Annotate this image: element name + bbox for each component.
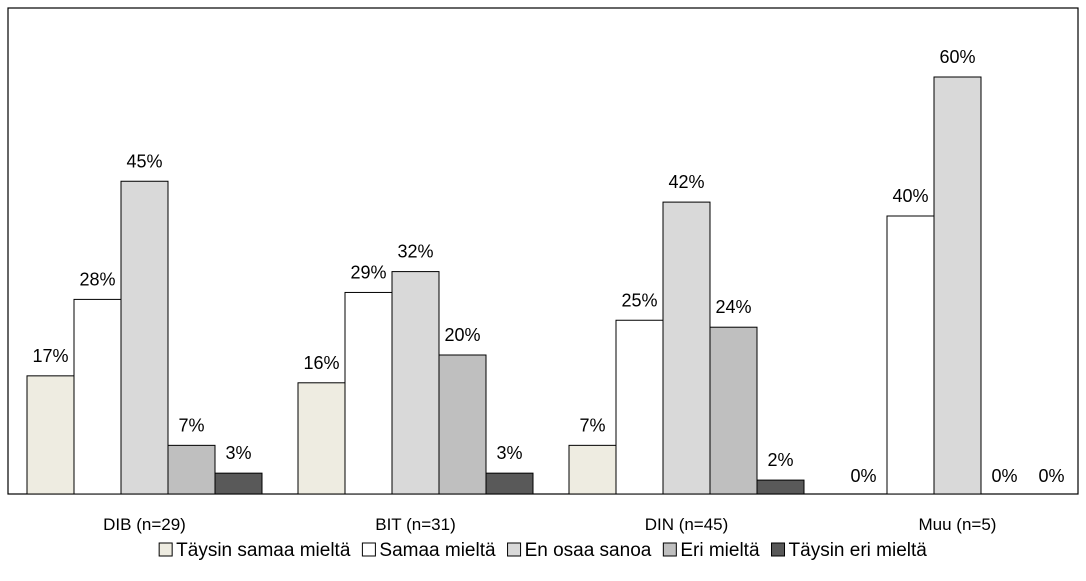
data-label-0-1: 28% xyxy=(79,269,115,289)
legend-swatch-3 xyxy=(662,542,677,557)
category-label-3: Muu (n=5) xyxy=(919,515,997,534)
data-labels-layer: 17% 28% 45% 7% 3% 16% 29% 32% 20% 3% 7% 25% 42% 24% 2%… xyxy=(32,47,1064,486)
legend-swatch-1 xyxy=(361,542,376,557)
data-label-0-3: 7% xyxy=(178,415,204,435)
data-label-1-4: 3% xyxy=(496,443,522,463)
bar-1-4 xyxy=(485,472,534,495)
legend-label-1: Samaa mieltä xyxy=(379,540,496,561)
bars-layer xyxy=(26,76,982,495)
legend-item-3: Eri mieltä xyxy=(662,540,760,561)
legend-label-4: Täysin eri mieltä xyxy=(789,540,928,561)
bar-0-0 xyxy=(26,375,75,495)
bar-0-3 xyxy=(167,444,216,495)
data-label-2-3: 24% xyxy=(715,297,751,317)
bar-3-2 xyxy=(933,76,982,495)
bar-1-3 xyxy=(438,354,487,495)
data-label-3-3: 0% xyxy=(991,466,1017,486)
data-label-2-1: 25% xyxy=(621,290,657,310)
data-label-1-2: 32% xyxy=(397,242,433,262)
bar-3-1 xyxy=(886,215,935,495)
legend-label-0: Täysin samaa mieltä xyxy=(176,540,351,561)
data-label-3-2: 60% xyxy=(939,47,975,67)
data-label-2-2: 42% xyxy=(668,172,704,192)
category-label-2: DIN (n=45) xyxy=(645,515,729,534)
legend: Täysin samaa mieltä Samaa mieltä En osaa s… xyxy=(158,540,928,561)
data-label-1-1: 29% xyxy=(350,262,386,282)
data-label-1-3: 20% xyxy=(444,325,480,345)
bar-2-2 xyxy=(662,201,711,495)
plot-frame xyxy=(7,7,1079,495)
legend-item-0: Täysin samaa mieltä xyxy=(158,540,351,561)
bar-2-3 xyxy=(709,326,758,495)
legend-item-2: En osaa sanoa xyxy=(507,540,652,561)
data-label-3-1: 40% xyxy=(892,186,928,206)
legend-item-4: Täysin eri mieltä xyxy=(771,540,928,561)
legend-swatch-0 xyxy=(158,542,173,557)
category-label-1: BIT (n=31) xyxy=(375,515,455,534)
legend-swatch-4 xyxy=(771,542,786,557)
bar-1-0 xyxy=(297,382,346,495)
bar-2-0 xyxy=(568,444,617,495)
bar-0-1 xyxy=(73,298,122,495)
legend-label-2: En osaa sanoa xyxy=(525,540,652,561)
bar-2-1 xyxy=(615,319,664,495)
legend-item-1: Samaa mieltä xyxy=(361,540,496,561)
data-label-3-4: 0% xyxy=(1038,466,1064,486)
legend-label-3: Eri mieltä xyxy=(680,540,760,561)
legend-swatch-2 xyxy=(507,542,522,557)
data-label-3-0: 0% xyxy=(850,466,876,486)
data-label-2-0: 7% xyxy=(579,415,605,435)
bar-0-4 xyxy=(214,472,263,495)
data-label-2-4: 2% xyxy=(767,450,793,470)
bar-1-1 xyxy=(344,291,393,495)
bar-2-4 xyxy=(756,479,805,495)
data-label-1-0: 16% xyxy=(303,353,339,373)
data-label-0-2: 45% xyxy=(126,151,162,171)
bar-1-2 xyxy=(391,271,440,495)
bar-0-2 xyxy=(120,180,169,495)
data-label-0-4: 3% xyxy=(225,443,251,463)
category-label-0: DIB (n=29) xyxy=(103,515,186,534)
data-label-0-0: 17% xyxy=(32,346,68,366)
legend-row: Täysin samaa mieltä Samaa mieltä En osaa s… xyxy=(158,540,928,561)
category-labels-layer: DIB (n=29) BIT (n=31) DIN (n=45) Muu (n=5) xyxy=(103,515,996,534)
